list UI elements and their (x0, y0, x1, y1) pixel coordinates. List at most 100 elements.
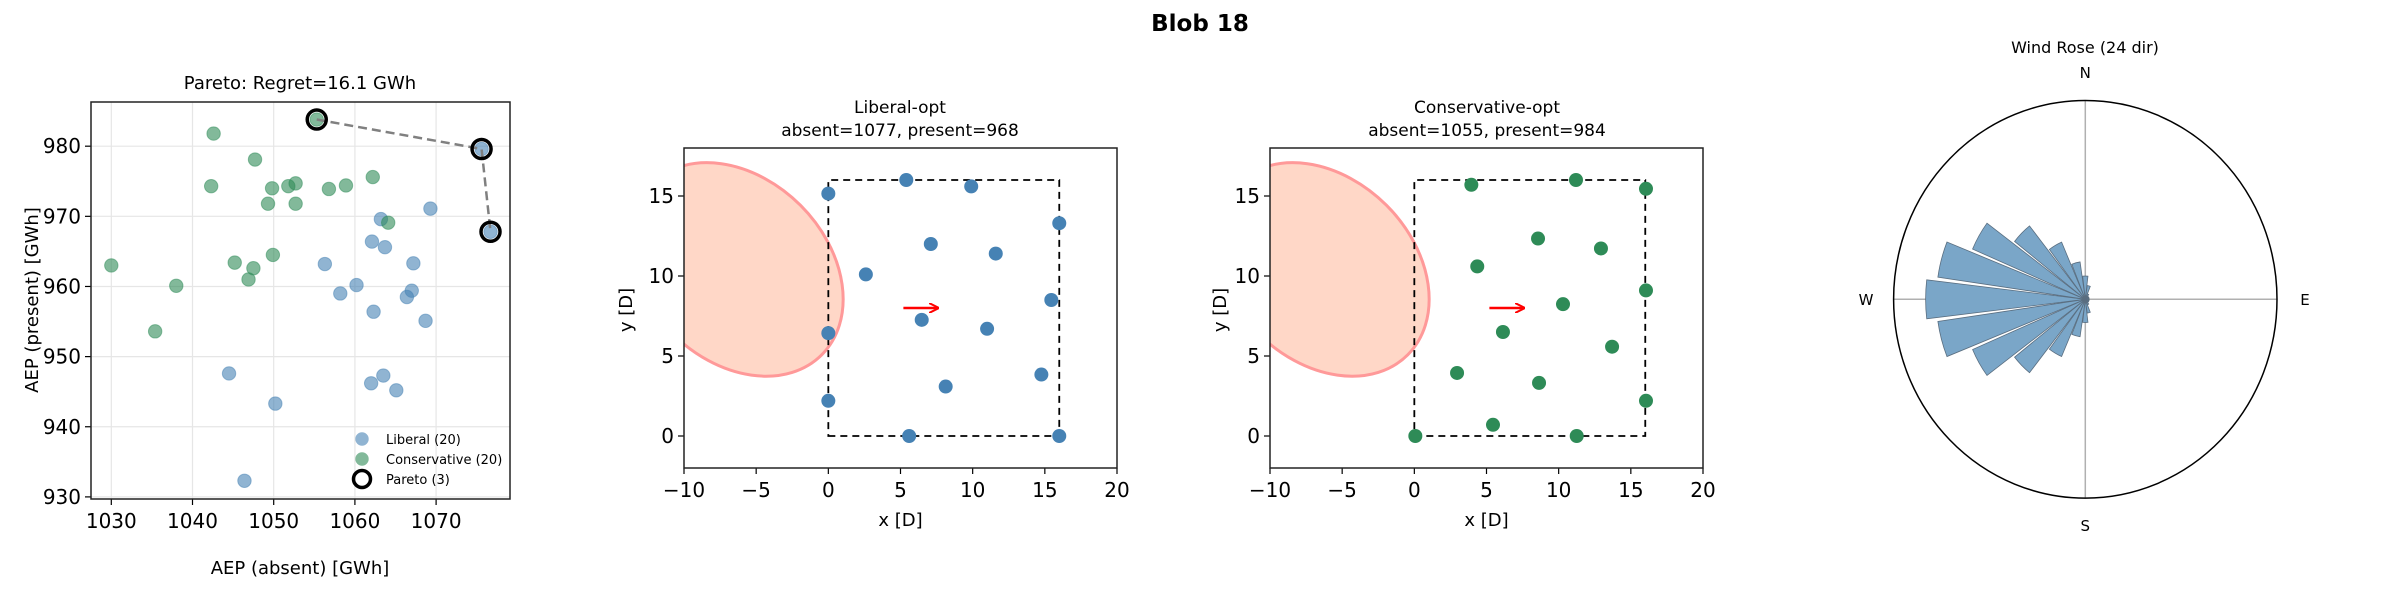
wind-rose-bar (2013, 225, 2086, 300)
conservative-point (169, 278, 184, 293)
y-tick-label: 15 (1235, 184, 1260, 208)
x-tick-label: −5 (1327, 478, 1356, 502)
wind-rose-bar (1937, 298, 2086, 358)
wind-rose-bar (1937, 241, 2086, 300)
x-tick-label: 5 (1480, 478, 1493, 502)
x-tick-label: 1060 (329, 509, 380, 533)
x-tick-label: 5 (894, 478, 907, 502)
y-tick-label: 950 (43, 345, 81, 369)
panel-title: Wind Rose (24 dir) (2011, 38, 2159, 57)
turbine-point (938, 379, 953, 394)
y-axis-label: y [D] (616, 288, 637, 332)
blob-group (1270, 161, 1431, 378)
x-tick-label: −10 (663, 478, 705, 502)
liberal-point (364, 234, 380, 249)
polar-frame (1892, 99, 2278, 499)
x-tick-label: −10 (1249, 478, 1291, 502)
turbine-point (1044, 293, 1059, 307)
legend: Liberal (20) Conservative (20) Pareto (3) (351, 432, 502, 490)
y-tick-label: 960 (43, 274, 81, 298)
x-tick-label: 1070 (411, 509, 462, 533)
turbine-point (1568, 173, 1583, 187)
turbine-point (1532, 375, 1547, 390)
wind-rose-bar (1925, 279, 2086, 320)
x-axis-label: AEP (absent) [GWh] (211, 558, 390, 579)
turbine-point (899, 173, 914, 187)
wind-rose-bar (2082, 299, 2089, 323)
liberal-point (399, 289, 415, 305)
y-tick-label: 10 (1235, 264, 1260, 288)
turbine-point (964, 179, 979, 194)
liberal-point (406, 256, 421, 271)
conservative-point (288, 196, 303, 211)
liberal-point (333, 286, 348, 301)
y-tick-label: 970 (43, 204, 81, 228)
site-boundary (827, 179, 1061, 437)
direction-label-w: W (1859, 291, 1874, 309)
conservative-point (241, 272, 256, 287)
y-tick-label: 5 (1247, 344, 1260, 368)
x-tick-label: 1050 (248, 509, 299, 533)
y-axis-label: AEP (present) [GWh] (22, 207, 43, 393)
conservative-point (104, 258, 119, 273)
x-tick-label: 10 (960, 478, 985, 502)
legend-marker-pareto (351, 468, 373, 490)
conservative-point (264, 181, 280, 196)
liberal-point (376, 368, 391, 383)
y-tick-label: 5 (661, 344, 674, 368)
y-axis-label: y [D] (1210, 288, 1231, 332)
y-tick-label: 930 (43, 485, 81, 509)
wind-rose-bar (1972, 298, 2086, 376)
legend-marker-liberal (355, 432, 369, 446)
y-tick-label: 980 (43, 134, 81, 158)
conservative-point (365, 169, 380, 185)
liberal-point (377, 239, 393, 255)
axes-frame (683, 147, 1118, 469)
x-axis-label: x [D] (1464, 510, 1508, 531)
panel-title: Liberal-opt (854, 98, 946, 118)
liberal-point (237, 473, 252, 488)
legend-marker-conservative (355, 452, 369, 466)
liberal-point (221, 366, 237, 381)
x-tick-label: 10 (1546, 478, 1571, 502)
y-tick-label: 15 (649, 184, 674, 208)
liberal-point (317, 256, 333, 272)
x-tick-label: 15 (1032, 478, 1057, 502)
wind-rose-bar (2048, 299, 2086, 358)
y-tick-label: 10 (649, 264, 674, 288)
turbine-point (1638, 393, 1653, 408)
legend-label: Liberal (20) (386, 433, 461, 448)
conservative-layout-panel: −10 −5 0 5 10 15 20 0 5 10 15 Conservative-opt absen… (1210, 98, 1716, 531)
liberal-point (363, 376, 379, 391)
turbine-point (1464, 177, 1479, 192)
panel-subtitle: absent=1055, present=984 (1368, 121, 1606, 141)
turbine-point (858, 267, 873, 282)
conservative-point (147, 324, 163, 339)
turbine-point (1052, 429, 1067, 443)
turbine-point (821, 186, 836, 201)
x-tick-label: 15 (1618, 478, 1643, 502)
turbine-point (902, 429, 917, 443)
turbine-point (1034, 367, 1049, 382)
turbine-point (1485, 417, 1500, 432)
pareto-point (305, 108, 328, 131)
turbine-point (1450, 365, 1465, 380)
conservative-point (260, 196, 276, 211)
turbine-point (914, 312, 929, 327)
wind-rose-bar (2071, 299, 2086, 338)
x-tick-label: 20 (1104, 478, 1129, 502)
site-boundary (1413, 179, 1647, 437)
turbine-point (988, 246, 1003, 261)
axes-frame (1269, 147, 1704, 469)
turbine-point (1052, 216, 1067, 231)
y-tick-label: 0 (1247, 424, 1260, 448)
blob-region (1270, 161, 1431, 378)
liberal-point (423, 201, 438, 216)
wind-rose-bar (2013, 298, 2086, 374)
x-axis-label: x [D] (878, 510, 922, 531)
wind-rose-panel: Wind Rose (24 dir) N S W E (1859, 38, 2310, 535)
panel-subtitle: absent=1077, present=968 (781, 121, 1019, 141)
pareto-point (470, 137, 493, 161)
pareto-panel: 1030 1040 1050 1060 1070 930 940 950 960 970 980 Pa… (22, 73, 511, 579)
